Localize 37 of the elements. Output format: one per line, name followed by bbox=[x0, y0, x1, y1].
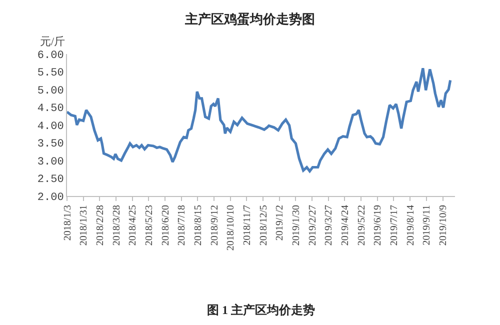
y-tick-label: 2.00 bbox=[37, 192, 64, 204]
x-tick-label: 2019/7/17 bbox=[388, 205, 400, 246]
x-tick-label: 2018/3/28 bbox=[111, 205, 122, 246]
x-tick-label: 2019/10/9 bbox=[438, 205, 449, 246]
x-tick-label: 2018/1/3 bbox=[62, 205, 74, 241]
y-tick-label: 5.00 bbox=[37, 85, 64, 98]
y-tick-label: 2.50 bbox=[37, 174, 64, 186]
y-tick-label: 4.50 bbox=[37, 103, 64, 116]
x-tick-label: 2018/2/28 bbox=[94, 205, 106, 246]
y-tick-label: 3.50 bbox=[37, 138, 64, 151]
x-tick-label: 2018/11/7 bbox=[242, 205, 253, 246]
x-tick-label: 2019/8/14 bbox=[405, 205, 416, 246]
y-tick-label: 3.00 bbox=[37, 156, 64, 168]
y-tick-label: 4.00 bbox=[37, 120, 64, 133]
x-tick-label: 2019/9/11 bbox=[422, 205, 433, 246]
x-tick-label: 2018/12/5 bbox=[258, 205, 270, 246]
chart-title: 主产区鸡蛋均价走势图 bbox=[184, 12, 315, 27]
x-tick-label: 2018/10/10 bbox=[226, 205, 237, 251]
y-axis-title: 元/斤 bbox=[40, 35, 66, 48]
x-tick-label: 2019/1/2 bbox=[274, 205, 286, 241]
x-tick-label: 2019/6/19 bbox=[372, 205, 384, 246]
caption: 图 1 主产区均价走势 bbox=[207, 303, 315, 317]
x-tick-label: 2019/3/27 bbox=[324, 205, 335, 246]
x-tick-label: 2018/5/23 bbox=[144, 205, 155, 246]
x-tick-label: 2019/5/22 bbox=[356, 205, 368, 246]
x-tick-label: 2019/4/24 bbox=[340, 205, 351, 246]
x-tick-label: 2018/7/18 bbox=[176, 205, 188, 246]
x-tick-label: 2018/4/25 bbox=[128, 205, 139, 246]
y-tick-label: 6.00 bbox=[37, 50, 64, 62]
x-tick-label: 2019/2/27 bbox=[307, 205, 318, 246]
x-tick-label: 2018/1/31 bbox=[78, 205, 90, 246]
x-tick-label: 2019/1/30 bbox=[290, 205, 302, 246]
x-tick-label: 2018/8/15 bbox=[192, 205, 204, 246]
line-series bbox=[67, 66, 452, 172]
y-tick-label: 5.50 bbox=[37, 68, 64, 80]
x-tick-label: 2018/9/12 bbox=[209, 205, 220, 246]
x-tick-label: 2018/6/20 bbox=[160, 205, 172, 246]
